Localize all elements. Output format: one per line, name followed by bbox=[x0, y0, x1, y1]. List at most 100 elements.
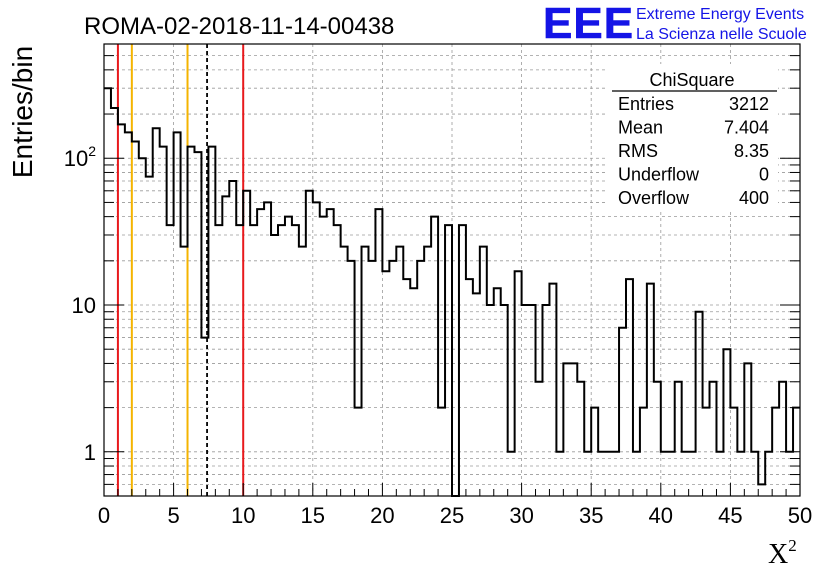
histogram-bin bbox=[570, 363, 577, 496]
x-tick-label: 50 bbox=[788, 503, 812, 528]
histogram-line bbox=[104, 87, 800, 497]
histogram-bin bbox=[633, 452, 640, 496]
stats-row-label: Entries bbox=[618, 94, 674, 114]
x-axis-label: X2 bbox=[768, 536, 797, 570]
histogram-bin bbox=[542, 305, 549, 496]
histogram-bin bbox=[647, 284, 654, 496]
histogram-bin bbox=[236, 225, 243, 496]
histogram-bin bbox=[250, 225, 257, 496]
eee-logo: EEE Extreme Energy Events La Scienza nel… bbox=[543, 0, 807, 48]
histogram-bin bbox=[320, 217, 327, 496]
histogram-bin bbox=[194, 152, 201, 496]
histogram-bin bbox=[424, 247, 431, 496]
histogram-bin bbox=[563, 363, 570, 496]
histogram-bin bbox=[181, 247, 188, 496]
histogram-bin bbox=[744, 363, 751, 496]
histogram-bin bbox=[710, 382, 717, 496]
x-tick-label: 15 bbox=[301, 503, 325, 528]
histogram-bin bbox=[703, 408, 710, 496]
y-tick-label-exp: 2 bbox=[88, 143, 96, 159]
stats-row-value: 400 bbox=[739, 188, 769, 208]
histogram-bin bbox=[389, 261, 396, 496]
y-tick-label: 10 bbox=[72, 293, 96, 318]
histogram-bin bbox=[299, 247, 306, 496]
histogram-bin bbox=[313, 202, 320, 496]
stats-row-label: RMS bbox=[618, 141, 658, 161]
histogram-bin bbox=[348, 261, 355, 496]
histogram-bin bbox=[549, 284, 556, 496]
histogram-bin bbox=[334, 225, 341, 496]
histogram-bin bbox=[375, 209, 382, 496]
x-tick-labels: 0 5 10 15 20 25 30 35 40 45 50 bbox=[98, 503, 812, 528]
histogram-bin bbox=[362, 247, 369, 496]
histogram-bin bbox=[208, 147, 215, 496]
x-tick-label: 20 bbox=[370, 503, 394, 528]
histogram-bin bbox=[661, 452, 668, 496]
histogram-bin bbox=[779, 382, 786, 496]
histogram-bin bbox=[327, 209, 334, 496]
histogram-bin bbox=[598, 452, 605, 496]
histogram-bin bbox=[765, 452, 772, 496]
x-tick-label: 25 bbox=[440, 503, 464, 528]
histogram-bin bbox=[111, 108, 118, 496]
histogram-bin bbox=[515, 271, 522, 496]
stats-row-label: Mean bbox=[618, 118, 663, 138]
y-tick-label-base: 10 bbox=[72, 293, 96, 318]
x-tick-label: 0 bbox=[98, 503, 110, 528]
stats-box: ChiSquare Entries 3212 Mean 7.404 RMS 8.35 Und… bbox=[608, 64, 778, 212]
y-tick-label: 102 bbox=[64, 143, 96, 171]
histogram-bin bbox=[494, 288, 501, 496]
x-axis-label-exp: 2 bbox=[788, 536, 797, 555]
histogram-bin bbox=[104, 88, 111, 496]
histogram-bin bbox=[487, 305, 494, 496]
histogram-bin bbox=[174, 132, 181, 496]
histogram-bin bbox=[556, 452, 563, 496]
histogram-bin bbox=[501, 305, 508, 496]
x-tick-label: 5 bbox=[167, 503, 179, 528]
histogram-bin bbox=[341, 247, 348, 496]
stats-row-value: 3212 bbox=[729, 94, 769, 114]
histogram-bin bbox=[675, 382, 682, 496]
eee-logo-line1: Extreme Energy Events bbox=[636, 6, 804, 23]
histogram-bin bbox=[529, 305, 536, 496]
histogram-bin bbox=[577, 382, 584, 496]
histogram-bin bbox=[285, 217, 292, 496]
eee-logo-mark: EEE bbox=[543, 0, 634, 48]
histogram-bin bbox=[410, 288, 417, 496]
histogram-bin bbox=[522, 305, 529, 496]
histogram-bin bbox=[118, 124, 125, 496]
histogram-bin bbox=[396, 247, 403, 496]
y-axis-label: Entries/bin bbox=[7, 46, 38, 178]
histogram-bin bbox=[306, 191, 313, 496]
histogram-bin bbox=[751, 452, 758, 496]
stats-row-value: 8.35 bbox=[734, 141, 769, 161]
histogram-bin bbox=[160, 147, 167, 496]
histogram-bin bbox=[229, 181, 236, 496]
histogram-bin bbox=[215, 225, 222, 496]
histogram-bin bbox=[480, 247, 487, 496]
histogram-bin bbox=[222, 196, 229, 496]
histogram-bin bbox=[146, 177, 153, 496]
histogram-bin bbox=[758, 484, 765, 496]
stats-box-background bbox=[608, 64, 778, 212]
histogram-bin bbox=[278, 225, 285, 496]
histogram-bin bbox=[682, 452, 689, 496]
histogram-bin bbox=[723, 349, 730, 496]
histogram bbox=[104, 87, 800, 497]
histogram-bin bbox=[654, 382, 661, 496]
histogram-bin bbox=[139, 158, 146, 496]
histogram-bin bbox=[382, 271, 389, 496]
axis-ticks bbox=[103, 43, 801, 497]
histogram-bin bbox=[125, 132, 132, 496]
stats-title: ChiSquare bbox=[649, 70, 734, 90]
histogram-bin bbox=[403, 279, 410, 496]
histogram-bin bbox=[696, 312, 703, 496]
histogram-bin bbox=[292, 225, 299, 496]
histogram-bin bbox=[737, 452, 744, 496]
stats-rows: Entries 3212 Mean 7.404 RMS 8.35 Underflow 0 Ove… bbox=[618, 94, 769, 208]
histogram-bin bbox=[355, 408, 362, 496]
x-tick-label: 10 bbox=[231, 503, 255, 528]
eee-logo-line2: La Scienza nelle Scuole bbox=[636, 26, 807, 43]
histogram-bin bbox=[619, 328, 626, 496]
